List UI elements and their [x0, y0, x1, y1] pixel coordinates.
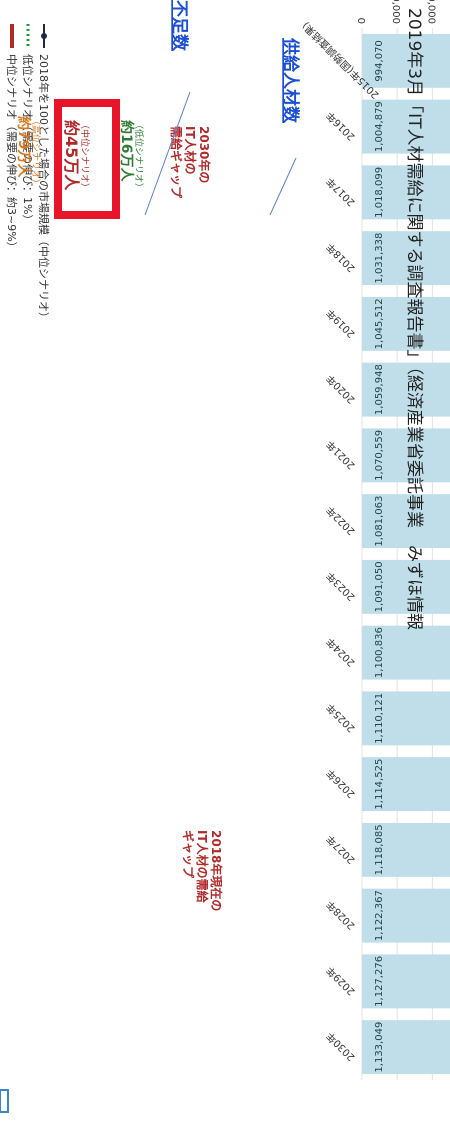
supply-value-label: 1,045,512	[374, 298, 385, 349]
supply-value-label: 1,133,049	[374, 1022, 385, 1073]
legend-low-label: 低位シナリオ（需要の伸び：1%）	[21, 54, 35, 225]
supply-value-label: 1,059,948	[374, 364, 385, 415]
callout-low-label: （低位シナリオ）	[133, 120, 145, 192]
supply-bar	[362, 362, 450, 417]
x-tick-label: 2028年	[323, 898, 357, 932]
x-tick-label: 2024年	[323, 635, 357, 669]
rotated-chart: 994,0701,004,8791,018,0991,031,338220,00…	[299, 0, 450, 1080]
x-tick-label: 2017年	[323, 175, 357, 209]
supply-bar	[362, 33, 450, 88]
supply-value-label: 1,018,099	[374, 167, 385, 218]
supply-bar	[362, 165, 450, 220]
edge-mark	[0, 1089, 9, 1113]
x-tick-label: 2020年	[323, 372, 357, 406]
y-tick-label: 0	[355, 18, 366, 24]
supply-bar	[362, 494, 450, 549]
legend: 中位シナリオ（需要の伸び：約3~9%） 低位シナリオ（需要の伸び：1%） 201…	[5, 24, 51, 323]
supply-bar	[362, 428, 450, 483]
x-tick-label: 2026年	[323, 767, 357, 801]
supply-bar	[362, 1020, 450, 1075]
link-supply-leader	[269, 157, 297, 216]
link-shortage[interactable]: 不足数	[169, 0, 190, 52]
supply-bar	[362, 625, 450, 680]
callout-gap2030: 2030年のIT人材の需給ギャップ	[169, 126, 212, 199]
x-tick-label: 2030年	[323, 1030, 357, 1064]
x-tick-label: 2016年	[323, 109, 357, 143]
supply-bar	[362, 888, 450, 943]
supply-bar	[362, 99, 450, 154]
supply-value-label: 1,118,085	[374, 824, 385, 875]
legend-index-marker	[41, 33, 47, 39]
callout-gap2030-text: 2030年のIT人材の需給ギャップ	[169, 126, 212, 199]
supply-value-label: 1,110,121	[374, 693, 385, 744]
supply-bar	[362, 559, 450, 614]
supply-bar	[362, 296, 450, 351]
callout-mid-value: 約45万人	[62, 120, 81, 191]
callout-high: 約79万人 （高位シナリオ）	[15, 116, 42, 188]
x-tick-label: 2018年	[323, 241, 357, 275]
x-tick-label: 2023年	[323, 569, 357, 603]
link-supply-text[interactable]: 供給人材数	[280, 37, 301, 124]
x-tick-label: 2019年	[323, 306, 357, 340]
callout-low: 約16万人 （低位シナリオ）	[118, 120, 145, 192]
supply-value-label: 1,122,367	[374, 890, 385, 941]
callout-mid-label: （中位シナリオ）	[79, 120, 91, 192]
supply-value-label: 1,070,559	[374, 430, 385, 481]
supply-bar	[362, 822, 450, 877]
caption-text: 2019年3月「IT人材需給に関する調査報告書」（経済産業省委託事業 みずほ情報	[404, 8, 424, 630]
callout-gap2018: 2018年現在のIT人材の需給ギャップ	[181, 830, 224, 911]
x-tick-label: 2027年	[323, 832, 357, 866]
x-tick-label: 2022年	[323, 504, 357, 538]
callout-gap2018-text: 2018年現在のIT人材の需給ギャップ	[181, 830, 224, 911]
bars-layer: 994,0701,004,8791,018,0991,031,338220,00…	[362, 33, 450, 1075]
legend-index-label: 2018年を100とした場合の市場規模（中位シナリオ）	[37, 54, 51, 323]
supply-value-label: 1,004,879	[374, 101, 385, 152]
callout-high-value: 約79万人	[15, 116, 32, 178]
supply-value-label: 1,100,836	[374, 627, 385, 678]
x-tick-label: 2021年	[323, 438, 357, 472]
supply-bar	[362, 691, 450, 746]
x-tick-label: 2025年	[323, 701, 357, 735]
supply-bar	[362, 954, 450, 1009]
y-tick-label: 400,000	[425, 0, 436, 24]
link-shortage-text[interactable]: 不足数	[169, 0, 190, 52]
supply-value-label: 1,091,050	[374, 561, 385, 612]
supply-value-label: 994,070	[374, 40, 385, 81]
supply-bar	[362, 231, 450, 286]
supply-bar	[362, 757, 450, 812]
callout-high-label: （高位シナリオ）	[30, 116, 42, 188]
link-shortage-leader	[144, 91, 191, 216]
x-tick-label: 2029年	[323, 964, 357, 998]
supply-value-label: 1,127,276	[374, 956, 385, 1007]
highlight-box	[54, 99, 120, 219]
supply-value-label: 1,031,338	[374, 233, 385, 284]
supply-value-label: 1,081,063	[374, 496, 385, 547]
caption: 2019年3月「IT人材需給に関する調査報告書」（経済産業省委託事業 みずほ情報	[404, 8, 424, 630]
legend-mid-label: 中位シナリオ（需要の伸び：約3~9%）	[5, 54, 19, 253]
callout-low-value: 約16万人	[118, 120, 135, 182]
link-supply[interactable]: 供給人材数	[280, 37, 301, 124]
callout-mid: 約45万人 （中位シナリオ）	[62, 120, 91, 192]
supply-value-label: 1,114,525	[374, 759, 385, 810]
y-tick-label: 200,000	[390, 0, 401, 24]
